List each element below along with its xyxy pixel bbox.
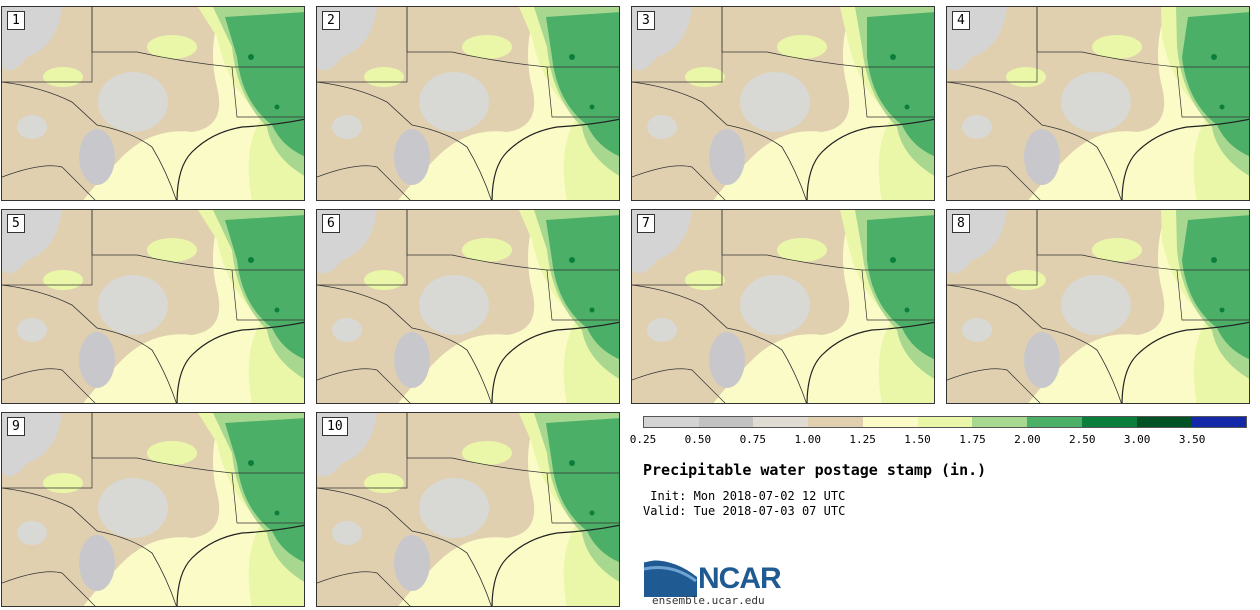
panel-number: 10 [322,417,348,436]
colorbar-tick-label: 1.25 [849,433,876,446]
colorbar-segment [644,417,699,427]
colorbar-tick-label: 2.00 [1014,433,1041,446]
colorbar-segment [1136,417,1192,427]
colorbar-tick-label: 3.50 [1178,433,1206,446]
colorbar-segment [972,417,1028,427]
panel-number: 7 [637,214,655,233]
map-panel-2: 2 [316,6,620,201]
ncar-logo-icon [643,557,699,597]
ncar-logo-text: NCAR [698,562,782,595]
chart-title: Precipitable water postage stamp (in.) [643,461,987,479]
map-panel-9: 9 [1,412,305,607]
panel-number: 3 [637,11,655,30]
colorbar-tick-label: 1.50 [904,433,931,446]
panel-number: 6 [322,214,340,233]
colorbar-tick-label: 0.50 [684,433,712,446]
colorbar-segment [808,417,863,427]
colorbar-segment [1081,417,1137,427]
colorbar-segment [862,417,918,427]
panel-number: 8 [952,214,970,233]
colorbar-segment [753,417,809,427]
colorbar-tick-label: 2.50 [1069,433,1096,446]
colorbar-tick-label: 1.75 [959,433,986,446]
colorbar-tick-label: 0.75 [739,433,767,446]
map-panel-10: 10 [316,412,620,607]
map-panel-6: 6 [316,209,620,404]
panel-number: 9 [7,417,25,436]
website-url: ensemble.ucar.edu [652,594,765,607]
colorbar-segment [698,417,754,427]
colorbar-tick-label: 3.00 [1123,433,1151,446]
map-panel-7: 7 [631,209,935,404]
map-panel-3: 3 [631,6,935,201]
map-panel-4: 4 [946,6,1250,201]
panel-number: 2 [322,11,340,30]
panel-number: 4 [952,11,970,30]
panel-number: 5 [7,214,25,233]
map-panel-5: 5 [1,209,305,404]
colorbar [643,416,1247,428]
valid-time: Valid: Tue 2018-07-03 07 UTC [643,504,846,518]
colorbar-segment [1191,417,1247,427]
panel-number: 1 [7,11,25,30]
colorbar-segment [1027,417,1082,427]
map-panel-1: 1 [1,6,305,201]
init-time: Init: Mon 2018-07-02 12 UTC [643,489,846,503]
colorbar-tick-label: 1.00 [794,433,821,446]
map-panel-8: 8 [946,209,1250,404]
colorbar-segment [917,417,973,427]
colorbar-tick-label: 0.25 [629,433,657,446]
